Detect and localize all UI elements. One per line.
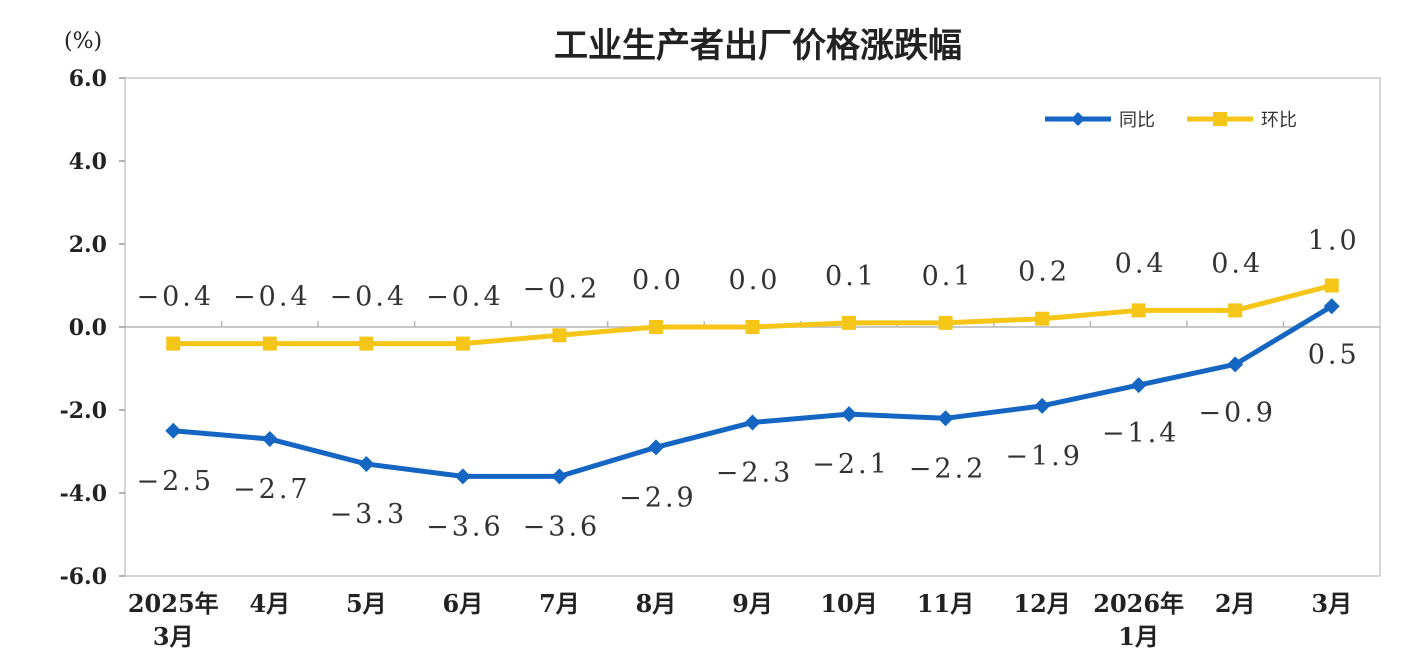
- x-tick-label: 12月: [1013, 589, 1070, 618]
- data-point-mom: [359, 336, 374, 351]
- data-label-mom: 0.0: [729, 265, 781, 296]
- legend-item-yoy-label: 同比: [1119, 110, 1155, 131]
- data-label-mom: −0.4: [330, 282, 408, 313]
- data-point-mom: [262, 336, 277, 351]
- data-label-yoy: −2.5: [136, 466, 214, 497]
- data-point-mom: [455, 336, 470, 351]
- data-point-mom: [1324, 278, 1339, 293]
- x-tick-label: 3月: [153, 622, 194, 651]
- data-label-yoy: 0.5: [1308, 339, 1360, 370]
- y-tick-label: 6.0: [69, 66, 107, 92]
- y-tick-label: 2.0: [69, 232, 107, 258]
- data-point-mom: [1228, 303, 1243, 318]
- data-label-yoy: −3.6: [523, 511, 601, 542]
- data-label-mom: 0.1: [922, 261, 974, 292]
- data-point-yoy: [165, 422, 182, 439]
- data-point-mom: [842, 315, 857, 330]
- data-point-yoy: [744, 414, 761, 431]
- data-label-mom: 0.4: [1211, 248, 1263, 279]
- data-point-yoy: [647, 439, 664, 456]
- x-tick-label: 1月: [1118, 622, 1159, 651]
- x-tick-label: 7月: [539, 589, 580, 618]
- data-label-yoy: −2.7: [233, 474, 311, 505]
- data-point-yoy: [551, 468, 568, 485]
- x-tick-label: 6月: [443, 589, 484, 618]
- data-label-yoy: −2.2: [909, 453, 987, 484]
- data-label-mom: 0.4: [1115, 248, 1167, 279]
- data-label-mom: 0.1: [825, 261, 877, 292]
- x-tick-label: 9月: [732, 589, 773, 618]
- data-label-mom: 1.0: [1308, 226, 1360, 257]
- data-point-yoy: [841, 406, 858, 423]
- data-point-mom: [1035, 311, 1050, 326]
- data-label-yoy: −0.9: [1198, 397, 1276, 428]
- y-tick-label: -4.0: [60, 481, 107, 507]
- data-label-mom: −0.4: [136, 282, 214, 313]
- data-point-mom: [166, 336, 181, 351]
- y-unit-label: (%): [64, 29, 102, 54]
- data-point-mom: [1131, 303, 1146, 318]
- legend-item-mom-marker: [1213, 112, 1227, 126]
- x-tick-label: 3月: [1311, 589, 1352, 618]
- data-label-yoy: −2.3: [716, 457, 794, 488]
- legend-item-mom-label: 环比: [1261, 110, 1297, 131]
- x-tick-label: 10月: [820, 589, 877, 618]
- data-point-mom: [552, 328, 567, 343]
- x-tick-label: 4月: [249, 589, 290, 618]
- data-label-mom: −0.2: [523, 273, 601, 304]
- y-tick-label: 0.0: [69, 315, 107, 341]
- data-point-yoy: [1323, 298, 1340, 315]
- data-label-mom: 0.0: [632, 265, 684, 296]
- data-point-yoy: [261, 431, 278, 448]
- data-point-mom: [648, 320, 663, 334]
- chart-title: 工业生产者出厂价格涨跌幅: [554, 26, 962, 66]
- data-label-yoy: −1.4: [1102, 418, 1180, 449]
- legend-item-yoy-marker: [1071, 112, 1085, 126]
- x-tick-label: 2025年: [128, 589, 219, 618]
- data-point-mom: [745, 320, 760, 334]
- data-point-yoy: [1034, 397, 1051, 414]
- y-tick-label: 4.0: [69, 149, 107, 175]
- x-tick-label: 11月: [917, 589, 974, 618]
- x-tick-label: 5月: [346, 589, 387, 618]
- data-label-mom: −0.4: [233, 282, 311, 313]
- data-point-yoy: [1227, 356, 1244, 373]
- data-label-yoy: −3.3: [330, 499, 408, 530]
- data-point-yoy: [1130, 377, 1147, 394]
- data-label-mom: 0.2: [1018, 257, 1070, 288]
- data-point-yoy: [358, 455, 375, 472]
- y-tick-label: -6.0: [60, 564, 107, 590]
- data-label-yoy: −3.6: [426, 511, 504, 542]
- data-label-mom: −0.4: [426, 282, 504, 313]
- data-label-yoy: −1.9: [1005, 441, 1083, 472]
- data-point-yoy: [454, 468, 471, 485]
- x-tick-label: 8月: [636, 589, 677, 618]
- data-point-yoy: [937, 410, 954, 427]
- data-label-yoy: −2.9: [619, 482, 697, 513]
- data-point-mom: [938, 315, 953, 330]
- x-tick-label: 2026年: [1093, 589, 1184, 618]
- y-tick-label: -2.0: [60, 398, 107, 424]
- x-tick-label: 2月: [1215, 589, 1256, 618]
- data-label-yoy: −2.1: [812, 449, 890, 480]
